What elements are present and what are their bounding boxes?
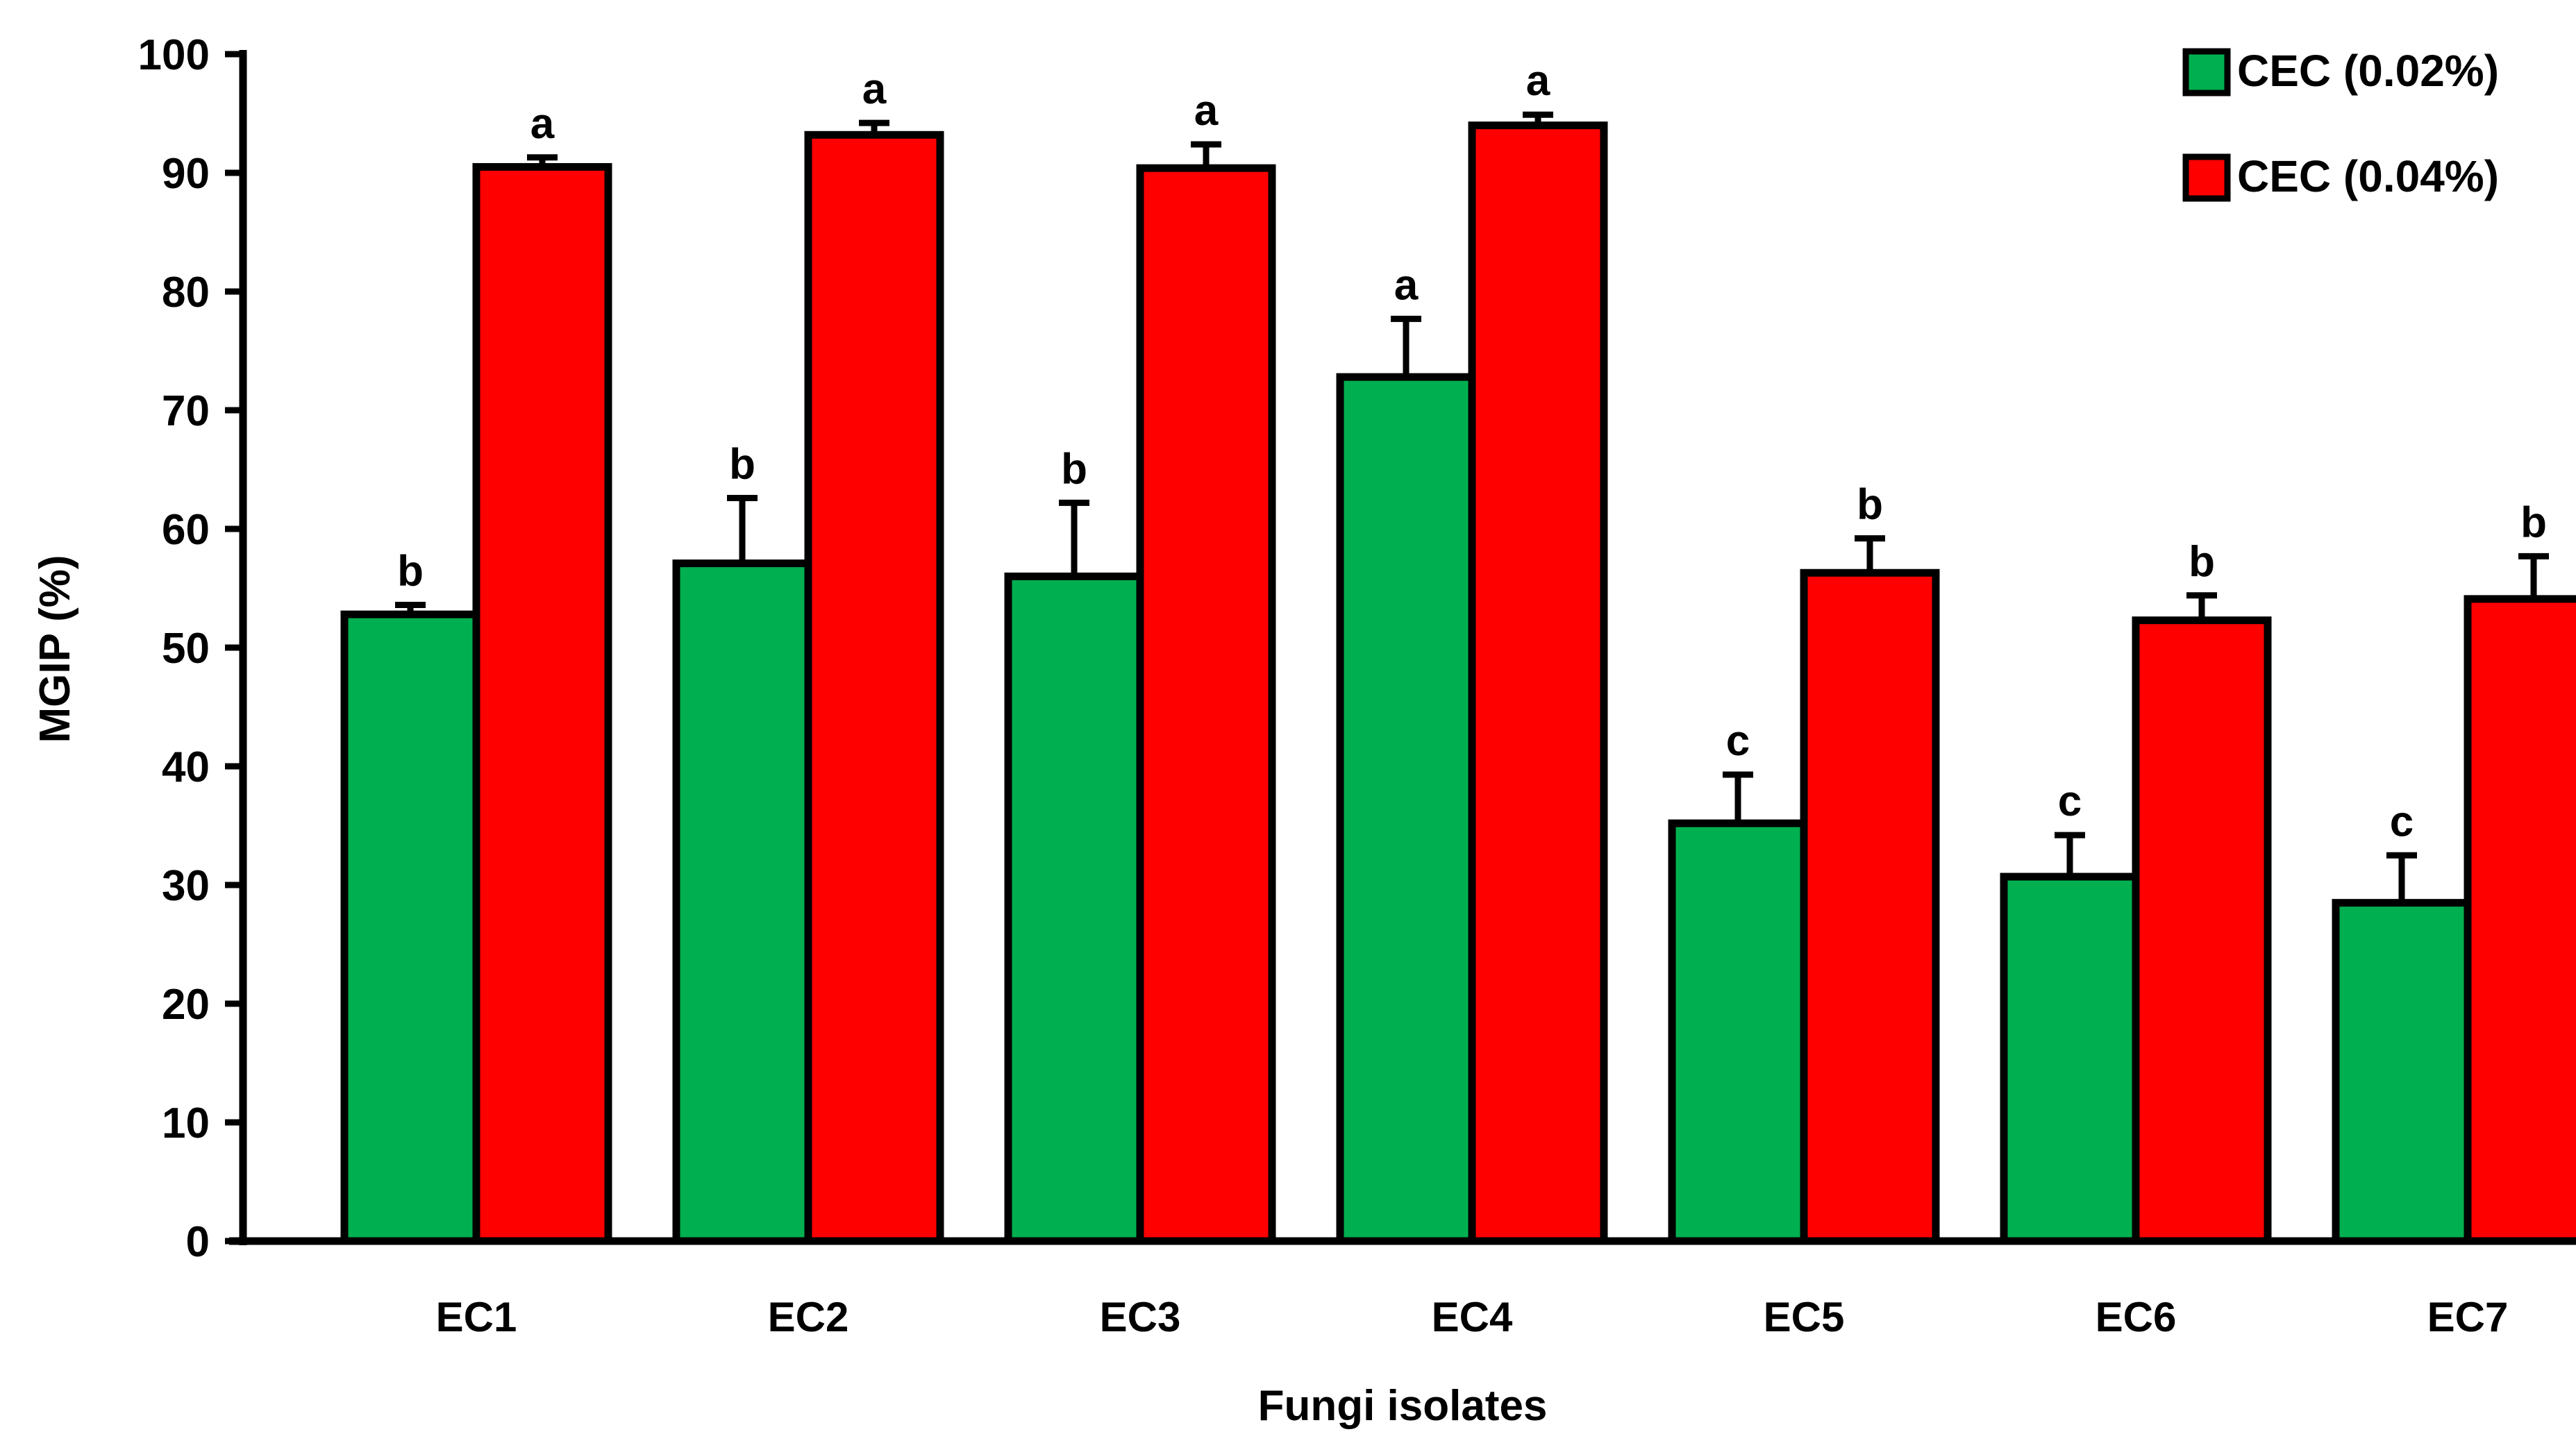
significance-letter-ec1-series-1: b [397,547,424,595]
bar-ec2-series-1 [672,559,812,1245]
y-tick-label-20: 20 [162,981,210,1029]
y-tick-label-0: 0 [186,1218,210,1266]
y-tick-label-100: 100 [138,31,210,79]
y-tick-label-80: 80 [162,269,210,317]
bar-ec2-series-2 [804,130,944,1245]
bar-ec3-series-2 [1136,164,1276,1245]
legend-swatch-series-2 [2182,153,2231,202]
significance-letter-ec2-series-2: a [862,65,887,113]
x-tick-label-ec6: EC6 [2096,1294,2177,1340]
significance-letters-layer: b a b a b a a a c b c b c b [397,57,2547,845]
y-tick-label-40: 40 [162,743,210,791]
significance-letter-ec5-series-2: b [1857,481,1883,529]
x-tick-label-ec5: EC5 [1764,1294,1845,1340]
y-tick-labels-layer: 0 10 20 30 40 50 60 70 80 90 100 [138,31,210,1266]
legend-swatch-series-1 [2182,48,2231,96]
bar-ec6-series-2 [2132,616,2272,1245]
significance-letter-ec7-series-1: c [2390,798,2414,845]
y-axis-title: MGIP (%) [31,555,79,743]
bar-ec5-series-1 [1668,819,1808,1245]
bar-ec1-series-1 [340,610,480,1245]
bar-ec4-series-1 [1336,373,1476,1245]
legend-label-series-1: CEC (0.02%) [2237,46,2499,96]
significance-letter-ec2-series-1: b [729,441,755,489]
significance-letter-ec3-series-1: b [1061,445,1087,493]
bar-ec7-series-1 [2332,899,2472,1245]
significance-letter-ec5-series-1: c [1726,717,1750,765]
significance-letter-ec6-series-2: b [2189,538,2215,586]
y-tick-label-10: 10 [162,1099,210,1147]
significance-letter-ec7-series-2: b [2520,498,2547,546]
bar-ec7-series-2 [2464,595,2576,1245]
significance-letter-ec3-series-2: a [1194,87,1219,135]
legend-label-series-2: CEC (0.04%) [2237,151,2499,201]
significance-letter-ec1-series-2: a [530,100,555,148]
y-tick-label-60: 60 [162,506,210,554]
axes-layer [225,50,2562,1245]
significance-letter-ec4-series-2: a [1526,57,1550,105]
bar-ec6-series-1 [2000,872,2140,1245]
y-tick-label-30: 30 [162,862,210,910]
x-tick-labels-layer: EC1 EC2 EC3 EC4 EC5 EC6 EC7 [436,1294,2509,1340]
x-tick-label-ec7: EC7 [2427,1294,2509,1340]
bar-ec5-series-2 [1800,568,1940,1245]
bar-ec1-series-2 [472,162,612,1245]
y-tick-label-90: 90 [162,150,210,198]
bars-layer [340,121,2576,1245]
x-tick-label-ec1: EC1 [436,1294,517,1340]
x-tick-label-ec4: EC4 [1432,1294,1513,1340]
x-axis-title: Fungi isolates [1258,1382,1548,1430]
y-tick-label-70: 70 [162,387,210,435]
bar-ec3-series-1 [1004,572,1144,1245]
significance-letter-ec4-series-1: a [1394,261,1419,309]
legend: CEC (0.02%) CEC (0.04%) [2182,46,2499,202]
significance-letter-ec6-series-1: c [2058,777,2082,825]
x-tick-label-ec2: EC2 [768,1294,849,1340]
x-tick-label-ec3: EC3 [1100,1294,1181,1340]
y-tick-label-50: 50 [162,625,210,673]
bar-ec4-series-2 [1468,121,1608,1245]
error-bars-layer [395,111,2549,903]
